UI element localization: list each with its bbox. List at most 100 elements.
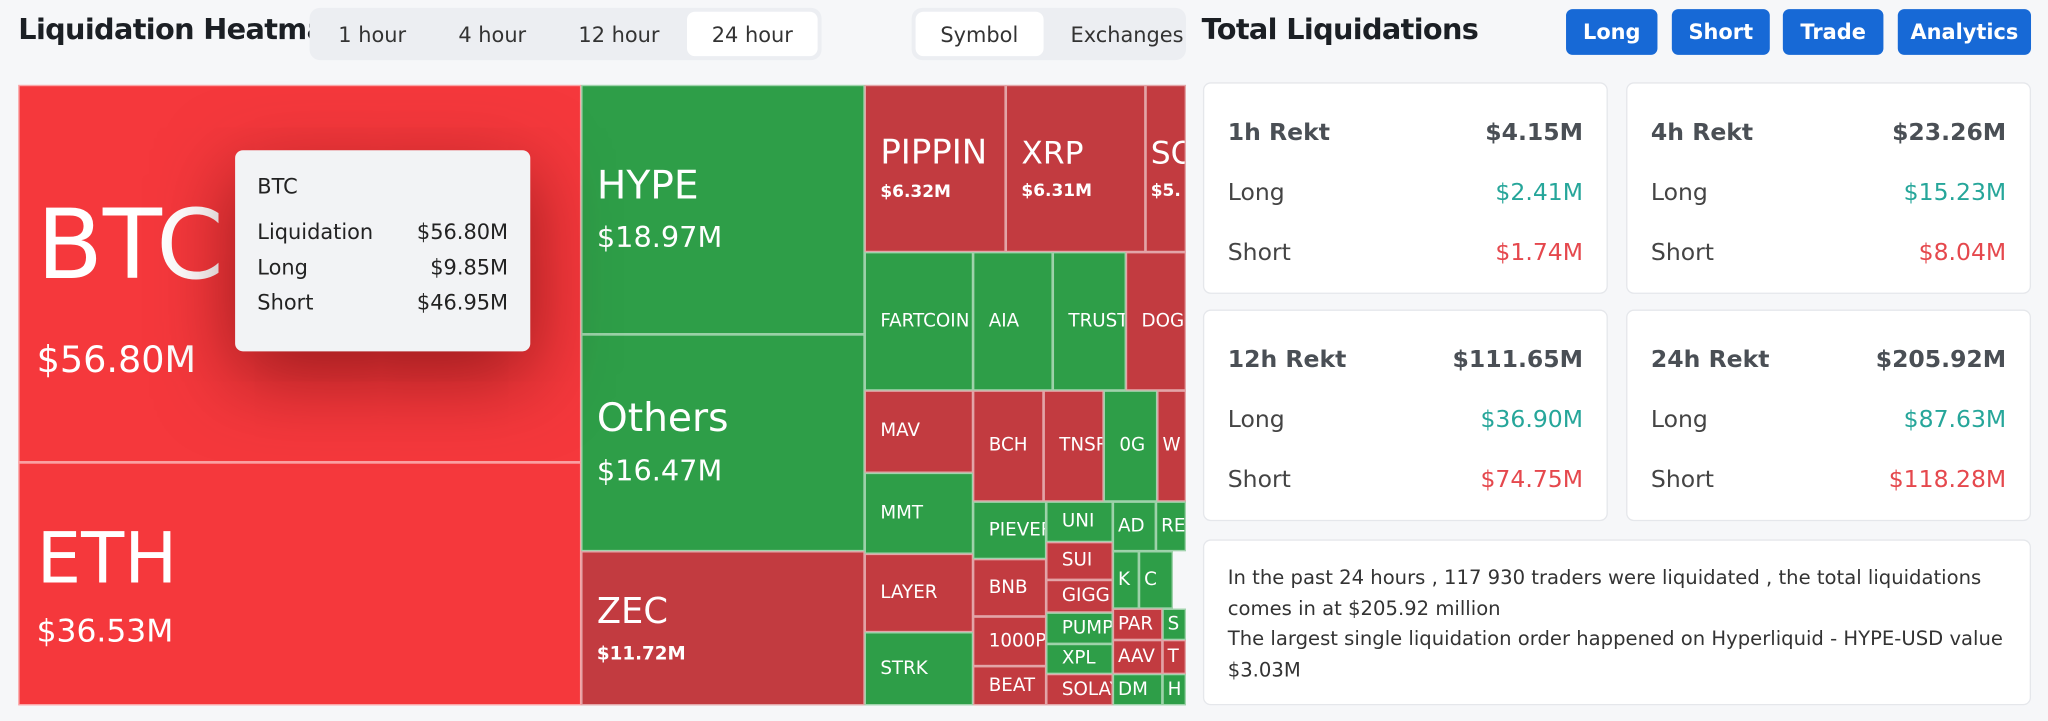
tile[interactable]: TNSR [1043, 390, 1104, 502]
tile[interactable]: MMT [864, 472, 974, 554]
tile-symbol: BEAT [988, 675, 1036, 697]
tile-symbol: SUI [1061, 550, 1093, 572]
tile-symbol: XRP [1021, 134, 1084, 171]
button[interactable]: Short [1671, 9, 1770, 55]
tile-symbol: H [1167, 679, 1182, 701]
tooltip-row: Short $46.95M [257, 290, 508, 315]
tile[interactable]: 1000PE [973, 616, 1047, 667]
summary-line: The largest single liquidation order hap… [1227, 626, 2003, 682]
tile[interactable]: PUMP [1046, 612, 1113, 644]
tile-value: $18.97M [596, 222, 723, 256]
button[interactable]: Trade [1782, 9, 1884, 55]
tile-symbol: TNSR [1059, 435, 1104, 457]
tile[interactable]: FARTCOIN [864, 252, 974, 391]
panel-title: Total Liquidations [1201, 14, 1479, 48]
tile[interactable]: AD [1112, 501, 1156, 552]
tile-symbol: MAV [880, 421, 920, 443]
tooltip-row: Liquidation $56.80M [257, 219, 508, 244]
button[interactable]: Long [1566, 9, 1658, 55]
time-tab[interactable]: 24 hour [686, 11, 818, 57]
tile[interactable]: S [1162, 608, 1186, 640]
tile-symbol: PAR [1118, 613, 1154, 635]
tile[interactable]: H [1162, 673, 1186, 706]
card-header: 4h Rekt $23.26M [1651, 102, 2006, 162]
tile-value: $16.47M [596, 455, 723, 489]
cards: 1h Rekt $4.15M Long $2.41M Short $1.74M 4h Rek… [1202, 82, 2032, 522]
tile-symbol: FARTCOIN [880, 310, 970, 332]
tile-symbol: LAYER [880, 582, 938, 604]
tile-symbol: BTC [36, 189, 224, 302]
tooltip: BTC Liquidation $56.80M Long $9.85M Short $46… [235, 150, 531, 352]
tile[interactable]: PIPPIN $6.32M [864, 84, 1006, 253]
tile[interactable]: SO $5. [1145, 84, 1186, 253]
card-row: Short $118.28M [1651, 449, 2006, 509]
buttons: Long Short Trade Analytics [1566, 9, 2032, 55]
card-row-label: Long [1227, 178, 1285, 206]
summary-line: In the past 24 hours , 117 930 traders w… [1227, 565, 1982, 620]
card-total: $23.26M [1892, 118, 2007, 146]
tile[interactable]: XRP $6.31M [1005, 84, 1146, 253]
tile-symbol: PUMP [1061, 617, 1113, 639]
time-tab[interactable]: 1 hour [338, 21, 407, 47]
tile[interactable]: PIEVER [973, 501, 1047, 560]
tile-value: $36.53M [36, 612, 174, 650]
tile[interactable]: Others $16.47M [581, 334, 865, 552]
card-title: 12h Rekt [1227, 345, 1347, 373]
tile-symbol: STRK [880, 658, 928, 680]
tile[interactable]: W [1157, 390, 1186, 502]
tile-symbol: S [1167, 613, 1180, 635]
tile-symbol: PIEVER [988, 519, 1045, 541]
tooltip-label: Liquidation [257, 219, 374, 245]
tile[interactable]: ZEC $11.72M [581, 551, 865, 706]
tile[interactable]: RE [1155, 501, 1186, 552]
tile[interactable]: DM [1112, 673, 1163, 706]
tile[interactable]: MAV [864, 390, 974, 473]
stat-card: 12h Rekt $111.65M Long $36.90M Short $74.75M [1202, 309, 1608, 522]
tile[interactable]: AAV [1112, 639, 1163, 674]
card-row: Long $87.63M [1651, 389, 2006, 449]
card-row: Short $74.75M [1228, 449, 1583, 509]
card-row-value: $36.90M [1480, 405, 1584, 433]
summary: In the past 24 hours , 117 930 traders w… [1202, 539, 2032, 706]
tile[interactable]: AIA [973, 252, 1053, 391]
tile[interactable]: GIGGL [1046, 579, 1113, 613]
tile[interactable]: K [1112, 551, 1139, 609]
card-header: 24h Rekt $205.92M [1651, 329, 2006, 389]
tile-symbol: BNB [988, 577, 1028, 599]
tile[interactable]: ETH $36.53M [18, 462, 582, 706]
tile[interactable]: HYPE $18.97M [581, 84, 865, 335]
tile-symbol: AAV [1118, 646, 1155, 668]
tile[interactable]: XPL [1046, 643, 1113, 674]
tile[interactable]: DOGE [1125, 252, 1186, 391]
card-row-label: Long [1227, 405, 1285, 433]
tile[interactable]: BNB [973, 559, 1047, 617]
tooltip-row: Long $9.85M [257, 255, 508, 280]
card-row: Long $2.41M [1228, 162, 1583, 222]
button[interactable]: Analytics [1897, 9, 2032, 55]
tile-symbol: HYPE [596, 162, 699, 209]
card-row-value: $1.74M [1495, 238, 1584, 266]
tile-symbol: 0G [1119, 435, 1146, 457]
tile-symbol: ETH [36, 517, 178, 600]
tile-symbol: XPL [1061, 648, 1096, 670]
time-tab[interactable]: 4 hour [458, 21, 527, 47]
tile[interactable]: TRUST [1052, 252, 1126, 391]
tile[interactable]: SUI [1046, 542, 1113, 580]
time-tab[interactable]: 12 hour [578, 21, 660, 47]
card-total: $205.92M [1875, 345, 2007, 373]
tile[interactable]: C [1138, 551, 1173, 609]
tile[interactable]: LAYER [864, 553, 974, 633]
tile[interactable]: STRK [864, 632, 974, 706]
tooltip-rows: Liquidation $56.80M Long $9.85M Short $46.95M [257, 219, 508, 314]
tile[interactable]: PAR [1112, 608, 1163, 640]
view-tab[interactable]: Symbol [915, 11, 1044, 57]
tile[interactable]: 0G [1103, 390, 1158, 502]
tooltip-value: $46.95M [416, 289, 509, 315]
tile[interactable]: UNI [1046, 501, 1113, 543]
tile[interactable]: BEAT [973, 666, 1047, 706]
view-tab[interactable]: Exchanges [1070, 21, 1184, 47]
tile[interactable]: SOLAY [1046, 673, 1113, 706]
tile[interactable]: T [1162, 639, 1186, 674]
tile[interactable]: BCH [973, 390, 1044, 502]
tile-symbol: SOLAY [1061, 679, 1112, 701]
